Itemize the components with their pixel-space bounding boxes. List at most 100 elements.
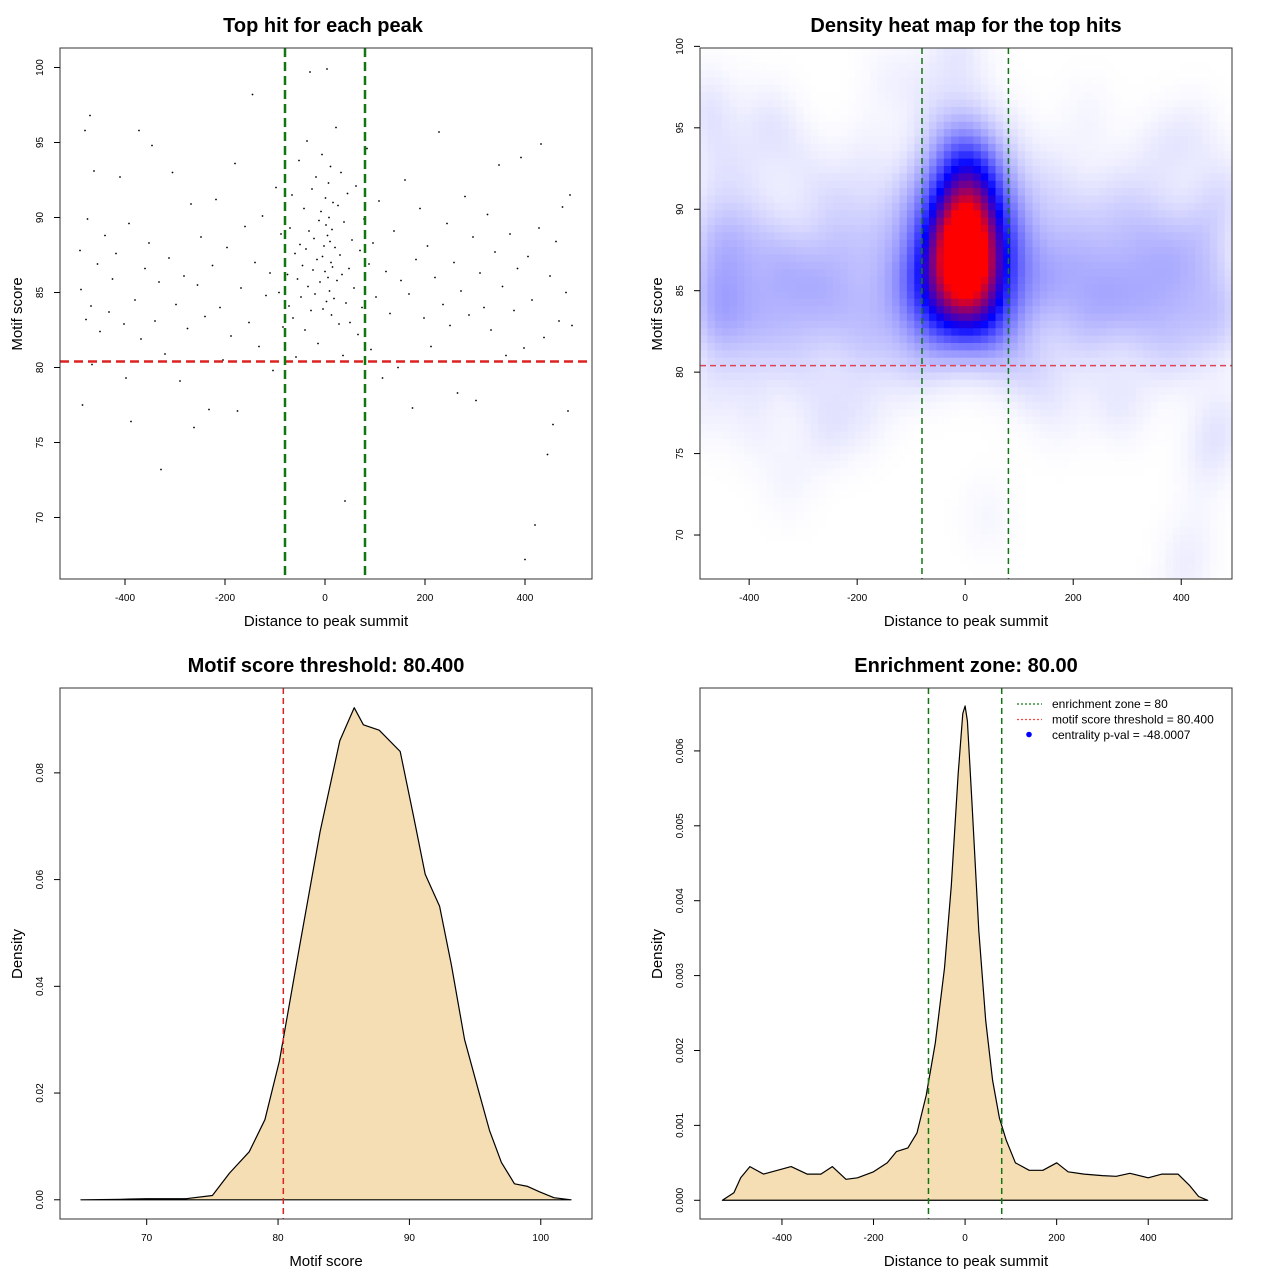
heatmap-cell	[1165, 217, 1174, 226]
heatmap-cell	[1158, 365, 1167, 374]
heatmap-cell	[707, 247, 716, 256]
heatmap-cell	[1224, 129, 1232, 138]
heatmap-cell	[958, 490, 967, 499]
heatmap-cell	[862, 225, 871, 233]
heatmap-cell	[1054, 217, 1063, 226]
heatmap-cell	[736, 225, 745, 233]
heatmap-cell	[1106, 520, 1115, 528]
heatmap-cell	[973, 261, 982, 270]
heatmap-cell	[1010, 77, 1019, 86]
heatmap-cell	[1047, 202, 1056, 211]
scatter-point	[138, 129, 140, 132]
heatmap-cell	[1195, 512, 1204, 521]
heatmap-cell	[884, 202, 893, 211]
heatmap-cell	[921, 121, 930, 130]
heatmap-cell	[1150, 210, 1159, 219]
heatmap-cell	[943, 276, 952, 285]
heatmap-cell	[1195, 232, 1204, 241]
heatmap-cell	[899, 99, 908, 108]
heatmap-cell	[921, 387, 930, 396]
heatmap-cell	[1076, 306, 1085, 315]
heatmap-cell	[855, 195, 864, 204]
heatmap-cell	[803, 453, 812, 462]
heatmap-cell	[759, 247, 768, 256]
heatmap-cell	[973, 188, 982, 197]
heatmap-cell	[1091, 320, 1100, 329]
heatmap-cell	[825, 490, 834, 499]
heatmap-cell	[1062, 291, 1071, 300]
heatmap-cell	[825, 350, 834, 359]
heatmap-cell	[818, 261, 827, 270]
heatmap-cell	[988, 269, 997, 278]
scatter-point	[335, 126, 337, 129]
heatmap-cell	[759, 180, 768, 189]
heatmap-cell	[1113, 438, 1122, 447]
heatmap-cell	[1062, 55, 1071, 64]
heatmap-cell	[1217, 483, 1226, 492]
heatmap-cell	[1113, 379, 1122, 388]
heatmap-cell	[1209, 77, 1218, 86]
heatmap-cell	[936, 328, 945, 337]
heatmap-cell	[833, 99, 841, 108]
heatmap-cell	[1091, 254, 1100, 263]
heatmap-cell	[936, 210, 945, 219]
heatmap-cell	[884, 284, 893, 292]
heatmap-cell	[929, 379, 938, 388]
heatmap-cell	[1180, 107, 1189, 115]
heatmap-cell	[1121, 62, 1130, 71]
heatmap-cell	[1091, 166, 1100, 174]
heatmap-cell	[796, 298, 805, 307]
heatmap-cell	[1106, 269, 1115, 278]
heatmap-cell	[1032, 269, 1041, 278]
heatmap-cell	[773, 313, 782, 322]
heatmap-cell	[951, 379, 960, 388]
heatmap-cell	[936, 247, 945, 256]
heatmap-cell	[1039, 99, 1048, 108]
heatmap-cell	[995, 424, 1004, 433]
heatmap-cell	[988, 379, 997, 388]
heatmap-cell	[1165, 343, 1174, 351]
heatmap-cell	[1010, 483, 1019, 492]
heatmap-cell	[1084, 328, 1093, 337]
scatter-point	[303, 207, 305, 210]
heatmap-cell	[899, 372, 908, 381]
heatmap-cell	[936, 232, 945, 241]
heatmap-cell	[1143, 129, 1152, 138]
heatmap-cell	[1106, 84, 1115, 93]
scatter-point	[108, 311, 110, 313]
heatmap-cell	[810, 202, 819, 211]
heatmap-cell	[1047, 335, 1056, 344]
heatmap-cell	[877, 497, 886, 506]
heatmap-cell	[1062, 254, 1071, 263]
heatmap-cell	[759, 166, 768, 174]
heatmap-cell	[847, 320, 856, 329]
heatmap-cell	[921, 269, 930, 278]
heatmap-cell	[966, 372, 974, 381]
heatmap-cell	[1217, 328, 1226, 337]
heatmap-cell	[877, 99, 886, 108]
heatmap-cell	[892, 350, 901, 359]
heatmap-cell	[1209, 239, 1218, 248]
heatmap-cell	[1069, 136, 1078, 145]
heatmap-cell	[1002, 372, 1011, 381]
heatmap-cell	[869, 180, 878, 189]
heatmap-cell	[884, 350, 893, 359]
heatmap-cell	[921, 247, 930, 256]
heatmap-cell	[781, 291, 790, 300]
heatmap-cell	[788, 210, 797, 219]
heatmap-cell	[1180, 453, 1189, 462]
heatmap-cell	[766, 402, 775, 410]
heatmap-cell	[980, 387, 989, 396]
heatmap-cell	[1224, 269, 1232, 278]
heatmap-cell	[766, 357, 775, 366]
heatmap-cell	[1209, 475, 1218, 484]
heatmap-cell	[973, 107, 982, 115]
heatmap-cell	[1084, 320, 1093, 329]
heatmap-cell	[1106, 512, 1115, 521]
heatmap-cell	[1010, 313, 1019, 322]
heatmap-cell	[951, 461, 960, 469]
heatmap-cell	[714, 247, 723, 256]
heatmap-cell	[951, 335, 960, 344]
heatmap-cell	[751, 461, 760, 469]
heatmap-cell	[1025, 416, 1034, 425]
